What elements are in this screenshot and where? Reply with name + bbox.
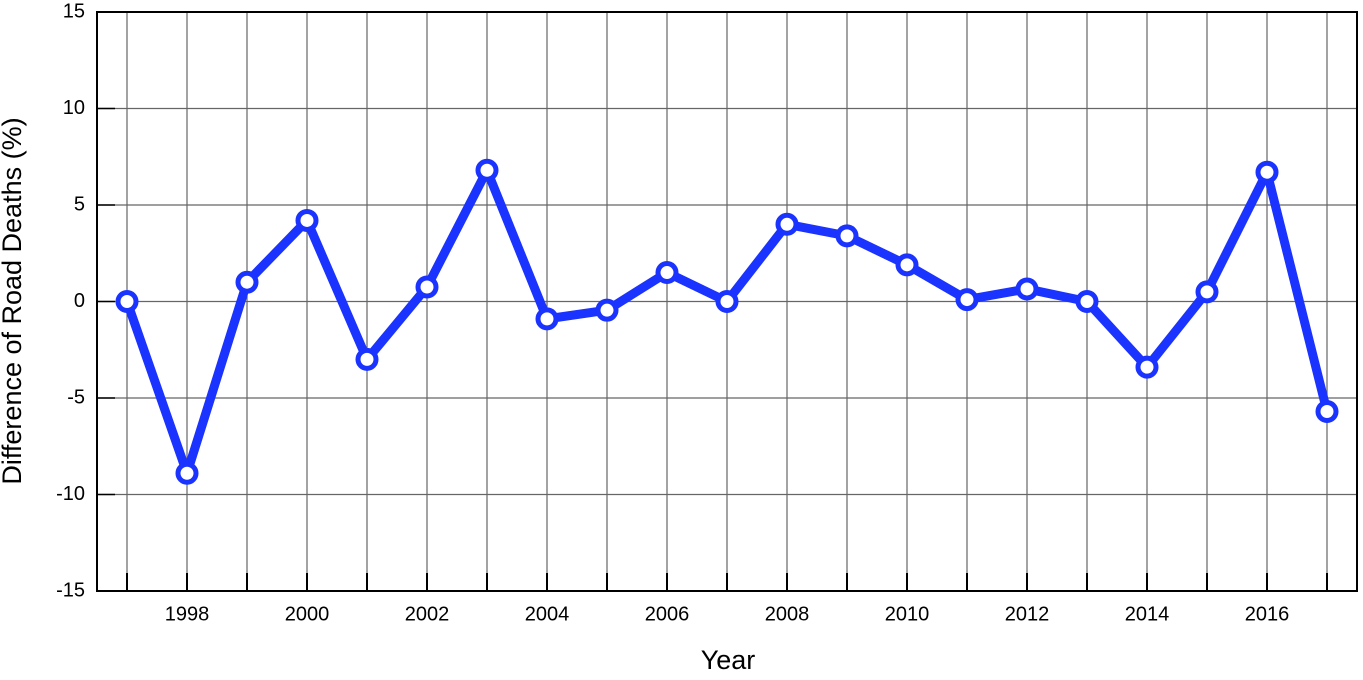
point — [1195, 280, 1219, 304]
y-tick-label: 10 — [63, 97, 85, 119]
plot-frame — [96, 11, 1358, 592]
x-tick-label: 2010 — [885, 603, 930, 625]
point — [295, 208, 319, 232]
x-tick-label: 2000 — [285, 603, 330, 625]
point — [175, 461, 199, 485]
point — [415, 275, 439, 299]
y-tick-label: 0 — [74, 290, 85, 312]
point — [1075, 290, 1099, 313]
point — [1315, 400, 1339, 424]
point — [1255, 160, 1279, 184]
y-tick-label: -15 — [56, 579, 85, 601]
x-tick-label: 2006 — [645, 603, 690, 625]
point — [955, 288, 979, 312]
x-tick-label: 2016 — [1245, 603, 1290, 625]
point — [595, 298, 619, 322]
point — [715, 290, 739, 313]
y-tick-label: 15 — [63, 0, 85, 22]
x-tick-label: 2012 — [1005, 603, 1050, 625]
y-axis-label: Difference of Road Deaths (%) — [0, 117, 27, 484]
x-tick-label: 2014 — [1125, 603, 1170, 625]
y-tick-label: -10 — [56, 483, 85, 505]
point — [355, 347, 379, 371]
x-tick-label: 2002 — [405, 603, 450, 625]
x-axis-label: Year — [701, 645, 756, 675]
point — [475, 158, 499, 182]
x-tick-label: 1998 — [165, 603, 210, 625]
point — [835, 224, 859, 248]
point — [1015, 277, 1039, 301]
point — [895, 253, 919, 277]
x-tick-label: 2004 — [525, 603, 570, 625]
x-tick-label: 2008 — [765, 603, 810, 625]
y-tick-label: -5 — [67, 386, 85, 408]
y-tick-label: 5 — [74, 193, 85, 215]
point — [775, 212, 799, 236]
point — [115, 290, 139, 313]
point — [655, 261, 679, 285]
point — [535, 307, 559, 331]
point — [235, 270, 259, 294]
point — [1135, 355, 1159, 379]
